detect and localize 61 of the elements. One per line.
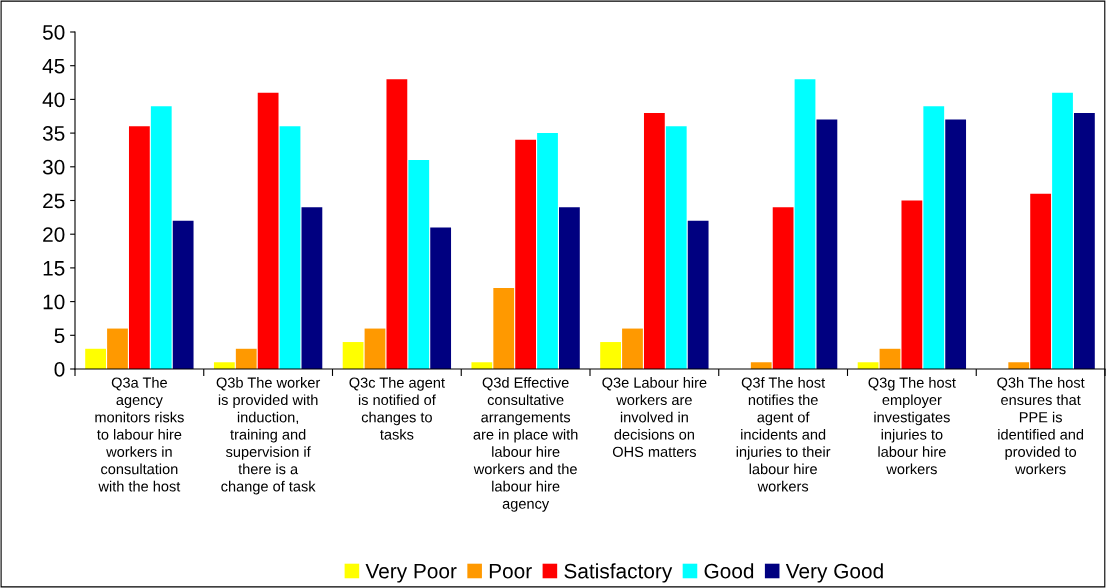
x-tick-label: Q3c The agent is notified of changes to tasks xyxy=(349,377,445,440)
bar xyxy=(879,348,901,369)
bar xyxy=(665,126,687,369)
bar xyxy=(515,139,537,369)
legend-label: Poor xyxy=(489,563,532,579)
bar xyxy=(945,119,967,369)
bar xyxy=(235,348,257,369)
y-tick-label: 25 xyxy=(43,193,65,209)
y-tick-label: 15 xyxy=(43,261,65,276)
y-tick-label: 20 xyxy=(43,227,65,242)
y-tick-label: 0 xyxy=(54,362,65,377)
y-tick-label: 40 xyxy=(42,92,65,108)
bar xyxy=(85,348,106,369)
bar xyxy=(537,133,558,369)
bar xyxy=(213,362,235,369)
bar xyxy=(342,342,364,369)
bar xyxy=(408,160,430,369)
y-tick-label: 45 xyxy=(42,58,65,74)
bar xyxy=(622,328,643,369)
bar xyxy=(386,79,408,369)
legend-label: Very Good xyxy=(785,563,883,583)
y-tick-label: 5 xyxy=(54,328,65,344)
bar xyxy=(1030,193,1052,369)
bar xyxy=(687,220,709,369)
bar xyxy=(643,112,665,369)
legend-label: Good xyxy=(704,563,754,579)
bar xyxy=(600,342,621,369)
x-tick-label: Q3a The agency monitors risks to labour hire workers in consultation with the host xyxy=(95,377,184,492)
bar xyxy=(257,92,279,369)
x-tick-label: Q3h The host ensures that PPE is identified and provided to workers xyxy=(997,377,1085,475)
bar xyxy=(279,126,301,369)
bar xyxy=(364,328,386,369)
y-tick-label: 10 xyxy=(43,294,65,310)
x-tick-label: Q3g The host employer investigates injuries to labour hire workers xyxy=(868,377,956,475)
bar xyxy=(772,207,794,369)
bar xyxy=(107,328,128,369)
bar xyxy=(1074,112,1095,369)
bar xyxy=(1008,362,1030,369)
bar xyxy=(901,200,923,369)
bar xyxy=(471,362,493,369)
x-tick-label: Q3d Effective consultative arrangements are in place with labour hire workers and the labour hire agency xyxy=(473,377,578,512)
bar xyxy=(301,207,323,369)
bar xyxy=(430,227,452,369)
bar xyxy=(923,106,945,369)
x-tick-label: Q3e Labour hire workers are involved in decisions on OHS matters xyxy=(602,377,707,457)
bar xyxy=(172,220,194,369)
legend-label: Satisfactory xyxy=(564,563,673,583)
bar xyxy=(128,126,150,369)
legend-label: Very Poor xyxy=(365,563,457,583)
bar xyxy=(493,288,515,369)
y-tick-label: 35 xyxy=(42,126,65,141)
bar xyxy=(559,207,580,369)
bar xyxy=(1052,92,1073,369)
bar xyxy=(794,79,816,369)
y-tick-label: 50 xyxy=(42,25,65,40)
x-tick-label: Q3b The worker is provided with induction, training and supervision if there is a change of task xyxy=(216,377,321,495)
bar xyxy=(150,106,172,369)
y-tick-label: 30 xyxy=(42,159,65,175)
bar xyxy=(816,119,838,369)
x-tick-label: Q3f The host notifies the agent of incidents and injuries to their labour hire workers xyxy=(736,377,831,492)
bar xyxy=(750,362,772,369)
